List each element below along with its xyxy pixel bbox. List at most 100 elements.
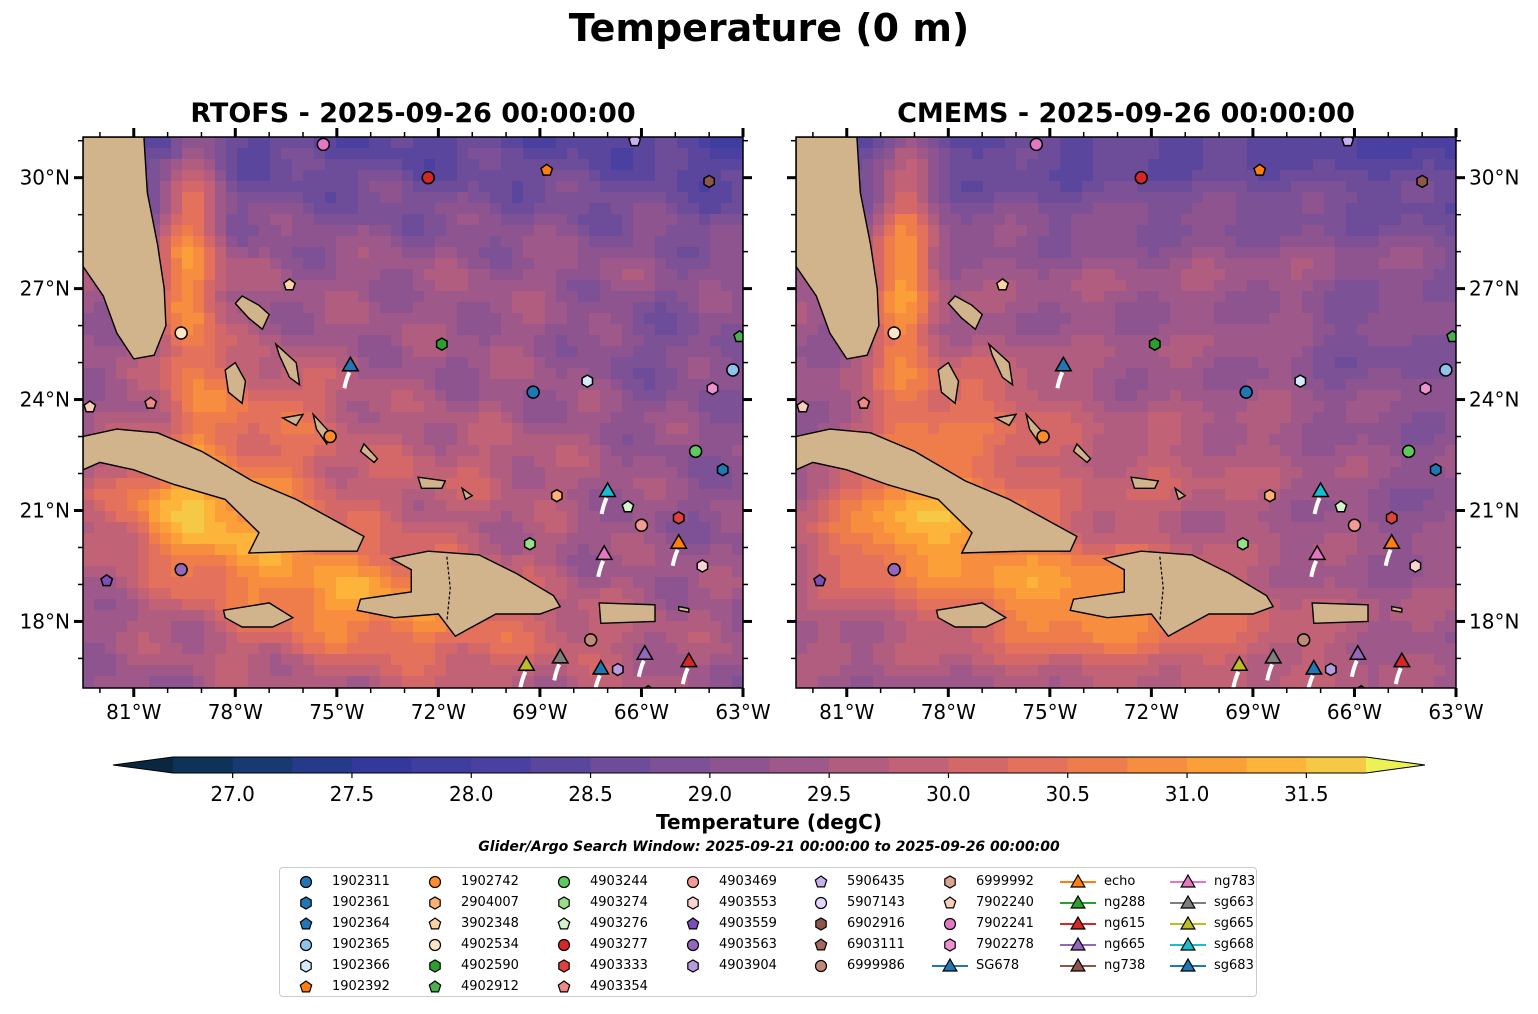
temperature-cell <box>1368 401 1380 413</box>
temperature-cell <box>94 335 106 347</box>
temperature-cell <box>391 247 403 259</box>
temperature-cell <box>138 621 150 633</box>
temperature-cell <box>710 467 722 479</box>
temperature-cell <box>149 159 161 171</box>
argo-marker-4903244 <box>688 444 703 459</box>
temperature-cell <box>325 511 337 523</box>
temperature-cell <box>204 555 216 567</box>
temperature-cell <box>380 269 392 281</box>
temperature-cell <box>226 291 238 303</box>
temperature-cell <box>1357 456 1369 468</box>
temperature-cell <box>732 170 743 182</box>
temperature-cell <box>567 401 579 413</box>
temperature-cell <box>545 434 557 446</box>
temperature-cell <box>1225 423 1237 435</box>
temperature-cell <box>895 192 907 204</box>
temperature-cell <box>523 214 535 226</box>
temperature-cell <box>1071 269 1083 281</box>
temperature-cell <box>215 544 227 556</box>
temperature-cell <box>435 423 447 435</box>
temperature-cell <box>479 170 491 182</box>
temperature-cell <box>600 214 612 226</box>
temperature-cell <box>314 148 326 160</box>
temperature-cell <box>721 148 733 160</box>
temperature-cell <box>545 225 557 237</box>
temperature-cell <box>413 544 425 556</box>
temperature-cell <box>699 192 711 204</box>
temperature-cell <box>1324 148 1336 160</box>
temperature-cell <box>732 280 743 292</box>
temperature-cell <box>171 280 183 292</box>
temperature-cell <box>512 170 524 182</box>
temperature-cell <box>325 566 337 578</box>
temperature-cell <box>226 434 238 446</box>
temperature-cell <box>1038 203 1050 215</box>
temperature-cell <box>292 159 304 171</box>
temperature-cell <box>1346 203 1358 215</box>
temperature-cell <box>1423 258 1435 270</box>
temperature-cell <box>1313 423 1325 435</box>
temperature-cell <box>501 632 513 644</box>
temperature-cell <box>314 412 326 424</box>
temperature-cell <box>677 148 689 160</box>
temperature-cell <box>611 401 623 413</box>
temperature-cell <box>523 236 535 248</box>
temperature-cell <box>171 676 183 688</box>
temperature-cell <box>127 478 139 490</box>
temperature-cell <box>435 500 447 512</box>
temperature-cell <box>1016 456 1028 468</box>
temperature-cell <box>303 368 315 380</box>
temperature-cell <box>182 533 194 545</box>
temperature-cell <box>303 236 315 248</box>
temperature-cell <box>204 632 216 644</box>
temperature-cell <box>270 280 282 292</box>
temperature-cell <box>1181 203 1193 215</box>
temperature-cell <box>380 192 392 204</box>
temperature-cell <box>347 511 359 523</box>
temperature-cell <box>424 467 436 479</box>
temperature-cell <box>281 269 293 281</box>
temperature-cell <box>1445 357 1456 369</box>
temperature-cell <box>1104 203 1116 215</box>
temperature-cell <box>578 214 590 226</box>
temperature-cell <box>204 500 216 512</box>
temperature-cell <box>917 368 929 380</box>
temperature-cell <box>1093 379 1105 391</box>
temperature-cell <box>402 445 414 457</box>
temperature-cell <box>292 390 304 402</box>
temperature-cell <box>732 258 743 270</box>
temperature-cell <box>1357 313 1369 325</box>
temperature-cell <box>358 434 370 446</box>
temperature-cell <box>248 555 260 567</box>
temperature-cell <box>138 544 150 556</box>
temperature-cell <box>1126 192 1138 204</box>
temperature-cell <box>138 423 150 435</box>
temperature-cell <box>1126 170 1138 182</box>
temperature-cell <box>1225 280 1237 292</box>
temperature-cell <box>446 280 458 292</box>
temperature-cell <box>688 148 700 160</box>
temperature-cell <box>732 192 743 204</box>
temperature-cell <box>699 478 711 490</box>
temperature-cell <box>721 335 733 347</box>
temperature-cell <box>1247 379 1259 391</box>
temperature-cell <box>127 390 139 402</box>
temperature-cell <box>468 269 480 281</box>
temperature-cell <box>435 390 447 402</box>
temperature-cell <box>1291 335 1303 347</box>
temperature-cell <box>380 445 392 457</box>
temperature-cell <box>116 632 128 644</box>
temperature-cell <box>699 456 711 468</box>
temperature-cell <box>939 302 951 314</box>
temperature-cell <box>1313 390 1325 402</box>
temperature-cell <box>1214 269 1226 281</box>
temperature-cell <box>435 137 447 149</box>
temperature-cell <box>1379 137 1391 149</box>
temperature-cell <box>1368 291 1380 303</box>
temperature-cell <box>1379 357 1391 369</box>
temperature-cell <box>1214 302 1226 314</box>
temperature-cell <box>402 291 414 303</box>
temperature-cell <box>578 489 590 501</box>
temperature-cell <box>182 390 194 402</box>
temperature-cell <box>556 478 568 490</box>
